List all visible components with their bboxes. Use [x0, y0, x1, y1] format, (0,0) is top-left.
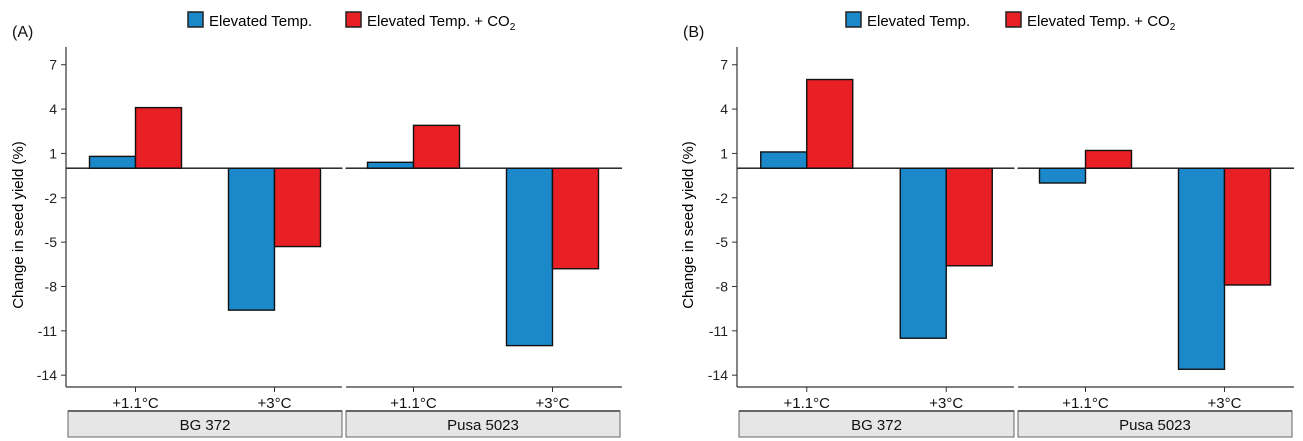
bar: [505, 167, 554, 347]
y-tick-label: -11: [709, 323, 728, 339]
y-tick-label: -11: [38, 323, 57, 339]
facet-strip-label: BG 372: [180, 417, 231, 434]
bar: [899, 167, 947, 339]
y-ticks-b: 7 4 1 -2 -5 -8 -11 -14: [708, 57, 737, 383]
bars-b: [760, 78, 1272, 370]
x-ticks-b: +1.1°C +3°C +1.1°C +3°C: [784, 387, 1242, 412]
facet-strip-label: BG 372: [851, 417, 902, 434]
bar: [134, 106, 183, 169]
bar: [551, 167, 600, 270]
panel-a: (A) Elevated Temp. Elevated Temp. + CO2 …: [10, 11, 622, 438]
facet-strip: [1017, 410, 1293, 438]
bar: [806, 78, 854, 169]
legend-label-elevated-temp-co2: Elevated Temp. + CO2: [1027, 13, 1176, 33]
bar: [366, 161, 415, 169]
bar: [1038, 167, 1087, 184]
legend-label-elevated-temp-co2: Elevated Temp. + CO2: [367, 13, 516, 33]
facet-strip: [738, 410, 1015, 438]
y-tick-label: 7: [720, 57, 728, 73]
legend-label-elevated-temp: Elevated Temp.: [867, 13, 970, 30]
x-ticks-a: +1.1°C +3°C +1.1°C +3°C: [112, 387, 570, 412]
bar: [88, 155, 137, 169]
y-tick-label: -2: [45, 190, 58, 206]
y-axis-label-b: Change in seed yield (%): [680, 141, 697, 309]
panel-label-b: (B): [683, 24, 704, 41]
facet-strip: [345, 410, 621, 438]
x-tick-label: +1.1°C: [1062, 395, 1109, 412]
legend-subscript: 2: [1170, 22, 1176, 33]
y-tick-label: 4: [720, 101, 728, 117]
facet-strip-label: Pusa 5023: [447, 417, 519, 434]
bar: [1223, 167, 1272, 286]
axes-b: [736, 47, 1294, 388]
legend-label-elevated-temp: Elevated Temp.: [209, 13, 312, 30]
x-tick-label: +1.1°C: [784, 395, 831, 412]
bar: [1084, 149, 1133, 169]
x-tick-label: +3°C: [1208, 395, 1242, 412]
y-tick-label: -14: [708, 367, 728, 383]
panel-label-a: (A): [12, 24, 33, 41]
facet-strips-b: BG 372 Pusa 5023: [738, 410, 1293, 438]
y-tick-label: -8: [716, 278, 729, 294]
legend-swatch-elevated-temp: [845, 11, 862, 28]
bar: [1177, 167, 1226, 370]
y-tick-label: 7: [49, 57, 57, 73]
x-tick-label: +3°C: [536, 395, 570, 412]
y-axis-label-a: Change in seed yield (%): [10, 141, 27, 309]
legend-panel-a: Elevated Temp. Elevated Temp. + CO2: [187, 11, 516, 33]
y-tick-label: 1: [720, 145, 728, 161]
facet-strip-label: Pusa 5023: [1119, 417, 1191, 434]
y-tick-label: 4: [49, 101, 57, 117]
legend-swatch-elevated-temp-co2: [345, 11, 362, 28]
legend-panel-b: Elevated Temp. Elevated Temp. + CO2: [845, 11, 1176, 33]
legend-subscript: 2: [510, 22, 516, 33]
legend-swatch-elevated-temp-co2: [1005, 11, 1022, 28]
y-tick-label: 1: [49, 145, 57, 161]
x-tick-label: +3°C: [929, 395, 963, 412]
y-tick-label: -2: [716, 190, 729, 206]
y-tick-label: -5: [45, 234, 58, 250]
bar: [760, 151, 808, 169]
y-ticks-a: 7 4 1 -2 -5 -8 -11 -14: [37, 57, 66, 383]
axes-a: [65, 47, 622, 388]
bar: [227, 167, 276, 311]
panel-b: (B) Elevated Temp. Elevated Temp. + CO2 …: [680, 11, 1294, 438]
y-tick-label: -8: [45, 278, 58, 294]
x-tick-label: +1.1°C: [390, 395, 437, 412]
facet-strips-a: BG 372 Pusa 5023: [67, 410, 621, 438]
bar: [273, 167, 322, 248]
bars-a: [88, 106, 600, 347]
y-tick-label: -14: [37, 367, 57, 383]
bar: [945, 167, 993, 267]
legend-swatch-elevated-temp: [187, 11, 204, 28]
x-tick-label: +1.1°C: [112, 395, 159, 412]
x-tick-label: +3°C: [258, 395, 292, 412]
y-tick-label: -5: [716, 234, 729, 250]
bar: [412, 124, 461, 169]
facet-strip: [67, 410, 343, 438]
